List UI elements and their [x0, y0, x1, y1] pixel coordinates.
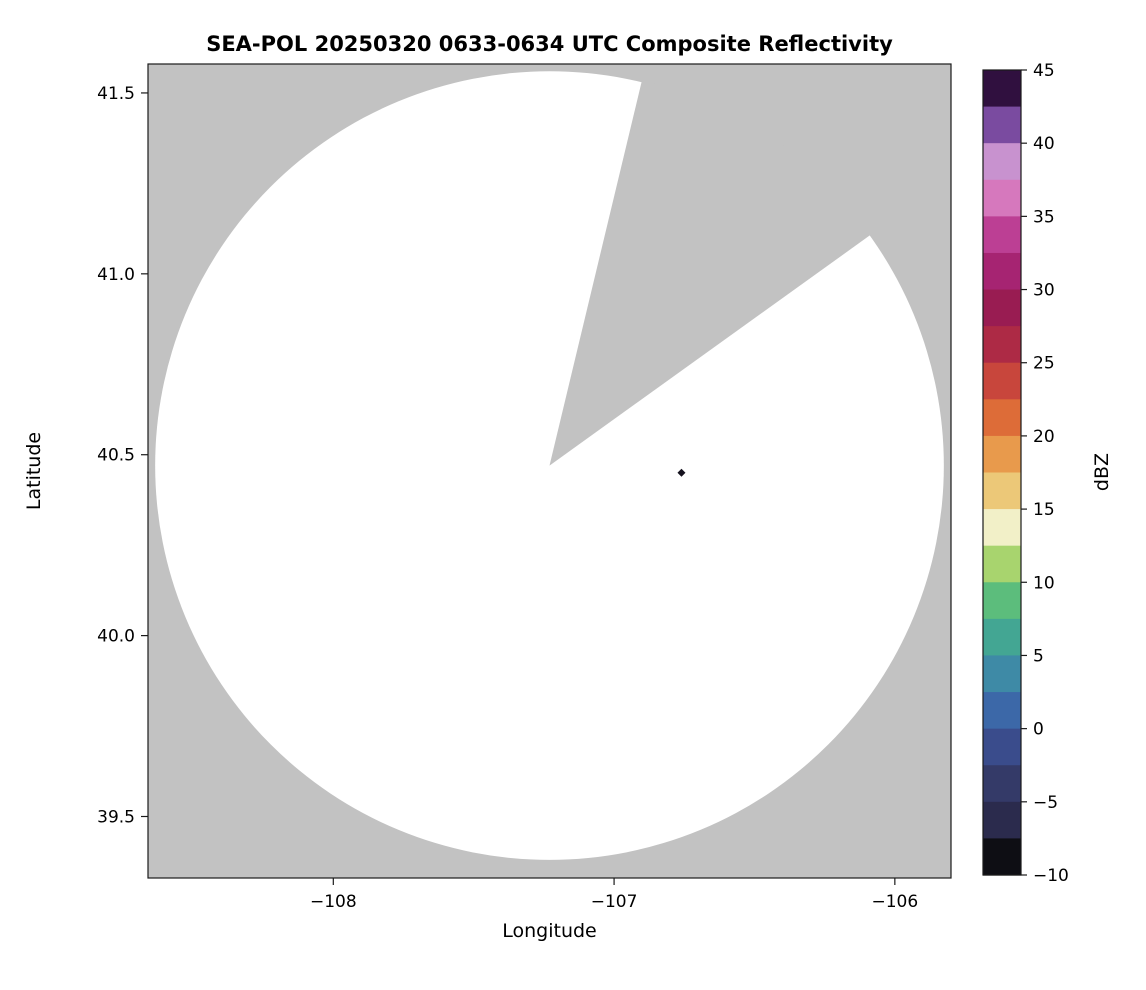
echo-marker [677, 468, 686, 477]
y-tick-label: 39.5 [97, 807, 135, 827]
y-tick-label: 41.0 [97, 265, 135, 285]
colorbar-band [983, 545, 1021, 583]
y-tick-label: 40.0 [97, 627, 135, 647]
colorbar-tick-label: 0 [1033, 720, 1044, 740]
y-axis-label: Latitude [23, 431, 45, 511]
colorbar-band [983, 435, 1021, 474]
colorbar-tick-label: 40 [1033, 134, 1055, 154]
colorbar-band [983, 179, 1021, 217]
colorbar-frame [982, 69, 1022, 876]
colorbar-tick-label: −10 [1033, 866, 1069, 886]
colorbar-band [983, 70, 1021, 108]
y-tick-label: 40.5 [97, 446, 135, 466]
colorbar-band [983, 472, 1021, 510]
colorbar-band [983, 289, 1021, 327]
colorbar-tick-label: 15 [1033, 500, 1055, 520]
colorbar-band [983, 765, 1021, 803]
colorbar-band [983, 728, 1021, 766]
y-tick-label: 41.5 [97, 84, 135, 104]
colorbar-band [983, 582, 1021, 620]
colorbar-band [983, 216, 1021, 254]
colorbar-tick-label: 20 [1033, 427, 1055, 447]
chart-title: SEA-POL 20250320 0633-0634 UTC Composite… [206, 32, 893, 56]
colorbar-band [983, 801, 1021, 840]
colorbar-tick-label: 30 [1033, 281, 1055, 301]
x-tick-label: −108 [310, 892, 357, 912]
colorbar-band [983, 399, 1021, 437]
blanked-sector [549, 80, 872, 466]
colorbar-band [983, 106, 1021, 144]
colorbar-band [983, 838, 1021, 876]
colorbar-band [983, 326, 1021, 364]
colorbar-tick-label: 35 [1033, 207, 1055, 227]
x-tick-label: −107 [591, 892, 638, 912]
colorbar-band [983, 252, 1021, 291]
x-axis-label: Longitude [502, 920, 597, 942]
colorbar-band [983, 618, 1021, 657]
colorbar-tick-label: 25 [1033, 354, 1055, 374]
colorbar-label: dBZ [1091, 452, 1113, 492]
plot-area [155, 71, 944, 860]
colorbar-tick-label: 10 [1033, 573, 1055, 593]
x-tick-label: −106 [871, 892, 918, 912]
colorbar-band [983, 692, 1021, 730]
colorbar-band [983, 143, 1021, 181]
plot-frame [147, 63, 952, 879]
colorbar-band [983, 362, 1021, 400]
colorbar-tick-label: −5 [1033, 793, 1058, 813]
colorbar-tick-label: 45 [1033, 61, 1055, 81]
colorbar-band [983, 655, 1021, 693]
colorbar-band [983, 509, 1021, 547]
colorbar-tick-label: 5 [1033, 646, 1044, 666]
